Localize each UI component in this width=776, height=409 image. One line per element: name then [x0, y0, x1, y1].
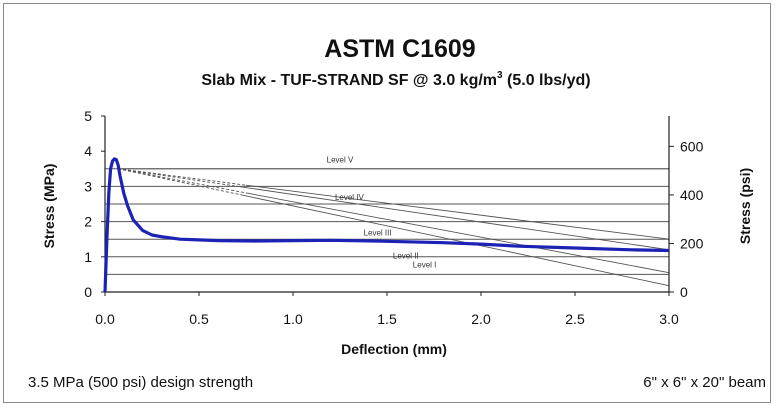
y-tick-label: 4 [84, 143, 92, 159]
x-tick-label: 0.5 [189, 311, 209, 327]
footer-beam-size: 6" x 6" x 20" beam [643, 374, 766, 391]
x-tick-label: 0.0 [95, 311, 115, 327]
y2-tick-label: 200 [680, 235, 704, 251]
level-line-dashed [118, 168, 241, 196]
gridlines [105, 168, 669, 275]
level-line [245, 192, 670, 274]
level-line-dashed [118, 168, 247, 194]
x-tick-label: 1.5 [377, 311, 397, 327]
y-tick-label: 2 [84, 214, 92, 230]
y2-axis-title: Stress (psi) [737, 168, 753, 244]
x-tick-label: 2.0 [471, 311, 491, 327]
y-tick-label: 1 [84, 249, 92, 265]
series-line [103, 157, 670, 293]
series-group [103, 157, 670, 293]
level-label: Level I [413, 260, 437, 269]
level-line [236, 185, 670, 251]
x-tick-label: 3.0 [659, 311, 679, 327]
level-line [240, 194, 670, 287]
tick-labels: 0 1 2 3 4 5 0 200 400 600 0.0 0.5 1.0 1.5 2.0 2.5 3.0 [84, 108, 703, 327]
y-tick-label: 0 [84, 284, 92, 300]
y2-tick-label: 400 [680, 187, 704, 203]
chart-subtitle: Slab Mix - TUF-STRAND SF @ 3.0 kg/m3 (5.… [201, 70, 590, 89]
level-label: Level IV [335, 193, 365, 202]
subtitle-superscript: 3 [497, 70, 503, 81]
y2-tick-label: 0 [680, 284, 688, 300]
y-axis-title: Stress (MPa) [41, 164, 57, 249]
level-line-dashed [118, 168, 237, 187]
chart-title: ASTM C1609 [324, 35, 475, 63]
chart-svg: ASTM C1609 Slab Mix - TUF-STRAND SF @ 3.… [28, 35, 766, 391]
x-axis-title: Deflection (mm) [341, 341, 447, 357]
level-line [245, 184, 670, 240]
axes [101, 115, 674, 296]
chart-frame: ASTM C1609 Slab Mix - TUF-STRAND SF @ 3.… [3, 3, 771, 403]
level-label: Level III [364, 229, 392, 238]
x-tick-label: 2.5 [565, 311, 585, 327]
y2-tick-label: 600 [680, 138, 704, 154]
level-label: Level V [327, 155, 354, 164]
subtitle-main: Slab Mix - TUF-STRAND SF @ 3.0 kg/m [201, 72, 497, 89]
footer-design-strength: 3.5 MPa (500 psi) design strength [28, 374, 253, 391]
subtitle-tail: (5.0 lbs/yd) [503, 72, 591, 89]
y-tick-label: 5 [84, 108, 92, 124]
level-label: Level II [393, 252, 419, 261]
y-tick-label: 3 [84, 178, 92, 194]
x-tick-label: 1.0 [283, 311, 303, 327]
